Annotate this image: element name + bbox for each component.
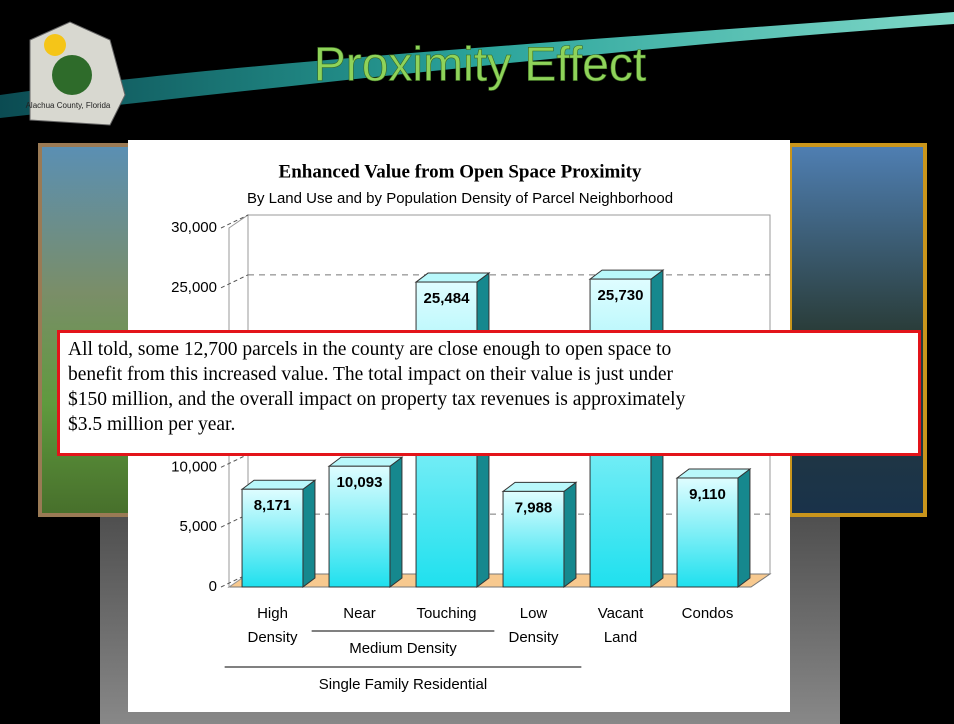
y-tick-label: 5,000 — [179, 518, 217, 535]
bar-top — [677, 469, 750, 478]
value-label: 9,110 — [689, 486, 726, 503]
callout-line: $3.5 million per year. — [68, 412, 918, 437]
callout: All told, some 12,700 parcels in the cou… — [57, 330, 921, 456]
callout-line: benefit from this increased value. The t… — [68, 362, 918, 387]
chart-subtitle: By Land Use and by Population Density of… — [247, 190, 673, 207]
slide: Alachua County, Florida Proximity Effect… — [0, 0, 954, 724]
value-label: 25,730 — [598, 287, 644, 304]
bar-side — [738, 469, 750, 587]
logo-sun — [44, 34, 66, 56]
bar-top — [503, 482, 576, 491]
value-label: 25,484 — [424, 290, 471, 307]
x-tick-label: Touching — [412, 602, 482, 626]
callout-line: $150 million, and the overall impact on … — [68, 387, 918, 412]
x-tick-label: Condos — [673, 602, 743, 626]
value-label: 7,988 — [515, 499, 553, 516]
x-tick-label: Near — [325, 602, 395, 626]
y-tick-label: 10,000 — [171, 458, 217, 475]
y-tick-label: 30,000 — [171, 219, 217, 236]
bar-top — [590, 270, 663, 279]
group-label: Single Family Residential — [225, 676, 582, 693]
logo-text: Alachua County, Florida — [26, 101, 111, 110]
callout-line: All told, some 12,700 parcels in the cou… — [68, 337, 918, 362]
bar-top — [416, 273, 489, 282]
bar-side — [390, 457, 402, 587]
x-tick-label: Low Density — [499, 602, 569, 650]
logo-tree — [52, 55, 92, 95]
group-label: Medium Density — [312, 640, 495, 657]
value-label: 8,171 — [254, 497, 292, 514]
slide-title: Proximity Effect — [314, 39, 647, 92]
x-tick-label: Vacant Land — [586, 602, 656, 650]
chart-title: Enhanced Value from Open Space Proximity — [279, 161, 642, 182]
bar-side — [303, 480, 315, 587]
y-tick-label: 0 — [209, 578, 217, 595]
y-tick-label: 25,000 — [171, 279, 217, 296]
bar-top — [329, 457, 402, 466]
bar-top — [242, 480, 315, 489]
x-tick-label: High Density — [238, 602, 308, 650]
value-label: 10,093 — [337, 474, 383, 491]
bar-side — [564, 482, 576, 587]
